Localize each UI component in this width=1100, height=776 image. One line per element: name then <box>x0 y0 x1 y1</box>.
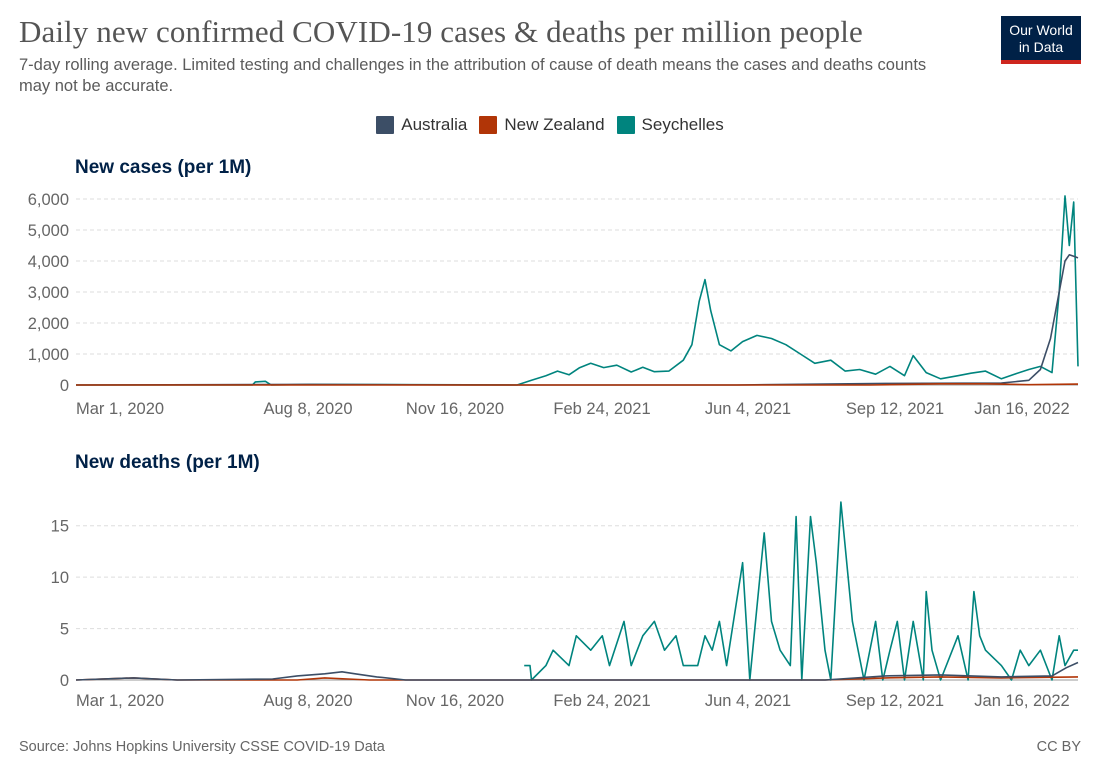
cases-y-tick-label: 5,000 <box>28 222 69 240</box>
source-note: Source: Johns Hopkins University CSSE CO… <box>19 739 385 755</box>
chart-title: Daily new confirmed COVID-19 cases & dea… <box>19 14 863 49</box>
legend-item-seychelles[interactable]: Seychelles <box>616 115 724 135</box>
cases-chart[interactable]: 0 1,000 2,000 3,000 4,000 5,000 6,000 Mar 1, 20… <box>0 180 1100 450</box>
deaths-y-tick-label: 10 <box>51 569 69 587</box>
deaths-series-line-seychelles[interactable] <box>524 501 1078 681</box>
legend: Australia New Zealand Seychelles <box>0 115 1100 135</box>
cases-y-tick-label: 4,000 <box>28 253 69 271</box>
cases-x-tick-label: Jan 16, 2022 <box>974 400 1069 418</box>
deaths-y-tick-label: 15 <box>51 518 69 536</box>
legend-item-australia[interactable]: Australia <box>376 115 467 135</box>
license-label[interactable]: CC BY <box>1036 739 1081 755</box>
legend-swatch-seychelles <box>616 116 635 134</box>
cases-x-tick-label: Nov 16, 2020 <box>406 400 504 418</box>
deaths-x-tick-label: Jun 4, 2021 <box>705 692 791 710</box>
legend-item-new-zealand[interactable]: New Zealand <box>479 115 605 135</box>
deaths-x-tick-label: Nov 16, 2020 <box>406 692 504 710</box>
chart-subtitle: 7-day rolling average. Limited testing a… <box>19 56 927 95</box>
cases-y-tick-label: 1,000 <box>28 346 69 364</box>
logo-line-1: Our World <box>1009 22 1073 38</box>
deaths-panel-title: New deaths (per 1M) <box>75 452 260 473</box>
cases-y-tick-label: 3,000 <box>28 284 69 302</box>
deaths-x-tick-label: Jan 16, 2022 <box>974 692 1069 710</box>
owid-logo[interactable]: Our World in Data <box>1001 16 1081 64</box>
legend-swatch-australia <box>376 116 395 134</box>
cases-series-line-new-zealand[interactable] <box>76 383 1079 386</box>
deaths-x-tick-label: Aug 8, 2020 <box>264 692 353 710</box>
cases-y-tick-label: 0 <box>60 377 69 395</box>
deaths-series-line-australia[interactable] <box>75 661 1079 681</box>
deaths-y-tick-label: 0 <box>60 672 69 690</box>
cases-x-tick-label: Sep 12, 2021 <box>846 400 944 418</box>
deaths-x-tick-label: Sep 12, 2021 <box>846 692 944 710</box>
cases-panel-title: New cases (per 1M) <box>75 157 252 178</box>
legend-label-new-zealand: New Zealand <box>504 115 605 134</box>
cases-x-tick-label: Mar 1, 2020 <box>76 400 164 418</box>
deaths-chart[interactable]: 0 5 10 15 Mar 1, 2020 Aug 8, 2020 Nov 16, 2020… <box>0 480 1100 736</box>
cases-y-tick-label: 6,000 <box>28 191 69 209</box>
deaths-y-tick-label: 5 <box>60 621 69 639</box>
legend-label-australia: Australia <box>401 115 468 134</box>
deaths-x-tick-label: Feb 24, 2021 <box>553 692 650 710</box>
cases-x-tick-label: Jun 4, 2021 <box>705 400 791 418</box>
legend-label-seychelles: Seychelles <box>641 115 724 134</box>
deaths-x-tick-label: Mar 1, 2020 <box>76 692 164 710</box>
cases-x-tick-label: Feb 24, 2021 <box>553 400 650 418</box>
cases-series-line-seychelles[interactable] <box>76 195 1079 386</box>
legend-swatch-new-zealand <box>479 116 498 134</box>
cases-y-tick-label: 2,000 <box>28 315 69 333</box>
cases-x-tick-label: Aug 8, 2020 <box>264 400 353 418</box>
logo-line-2: in Data <box>1018 39 1064 55</box>
cases-series-line-australia[interactable] <box>75 254 1079 386</box>
